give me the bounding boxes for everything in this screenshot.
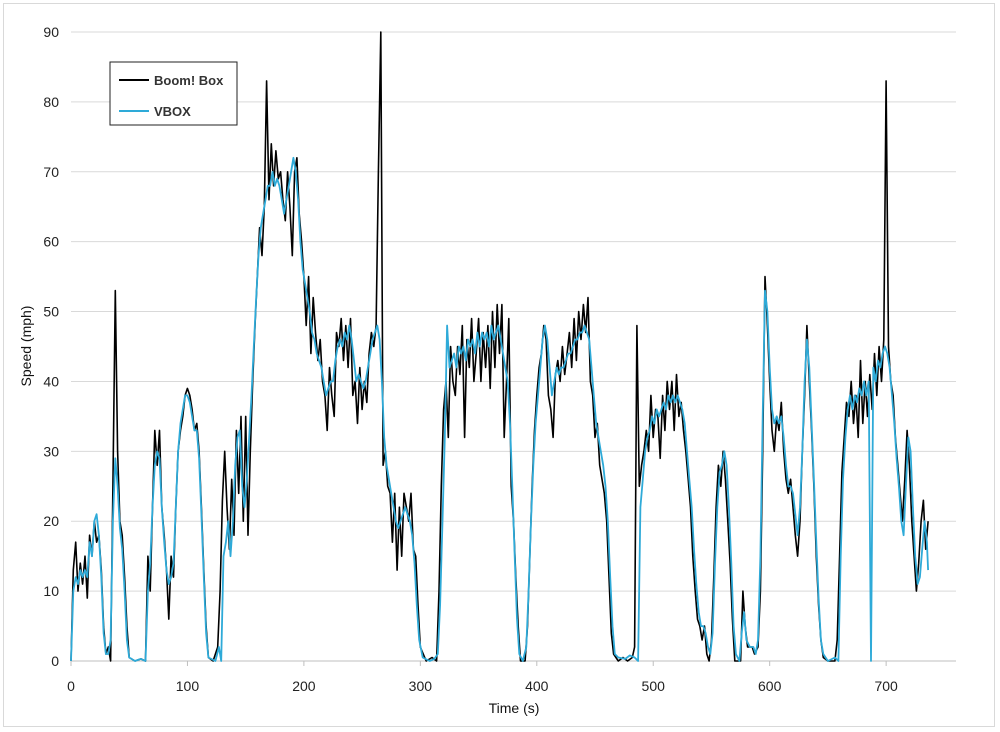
y-tick-label: 60 [43, 234, 59, 250]
y-tick-label: 30 [43, 443, 59, 459]
y-tick-label: 40 [43, 373, 59, 389]
x-tick-label: 300 [409, 678, 433, 694]
legend: Boom! Box VBOX [109, 61, 238, 126]
series-layer [70, 31, 929, 662]
y-tick-label: 90 [43, 24, 59, 40]
y-axis-title: Speed (mph) [18, 306, 34, 387]
legend-label-vbox: VBOX [154, 104, 191, 119]
grid-lines [71, 31, 956, 592]
series-line-vbox [70, 156, 929, 662]
tick-labels: 0 10 20 30 40 50 60 70 80 90 0 100 200 300 400 500 600 70… [43, 24, 898, 694]
x-tick-label: 600 [758, 678, 782, 694]
x-tick-label: 0 [67, 678, 75, 694]
series-line-boom-box [70, 31, 929, 662]
legend-box [109, 61, 238, 126]
x-tick-label: 700 [874, 678, 898, 694]
y-tick-label: 0 [51, 653, 59, 669]
axes [70, 660, 956, 666]
y-tick-label: 20 [43, 513, 59, 529]
x-axis-title: Time (s) [489, 700, 540, 716]
x-tick-label: 400 [525, 678, 549, 694]
y-tick-label: 10 [43, 583, 59, 599]
x-tick-label: 100 [176, 678, 200, 694]
legend-label-boom-box: Boom! Box [154, 73, 224, 88]
x-tick-label: 500 [642, 678, 666, 694]
y-tick-label: 70 [43, 164, 59, 180]
y-tick-label: 50 [43, 304, 59, 320]
y-tick-label: 80 [43, 94, 59, 110]
x-tick-label: 200 [292, 678, 316, 694]
